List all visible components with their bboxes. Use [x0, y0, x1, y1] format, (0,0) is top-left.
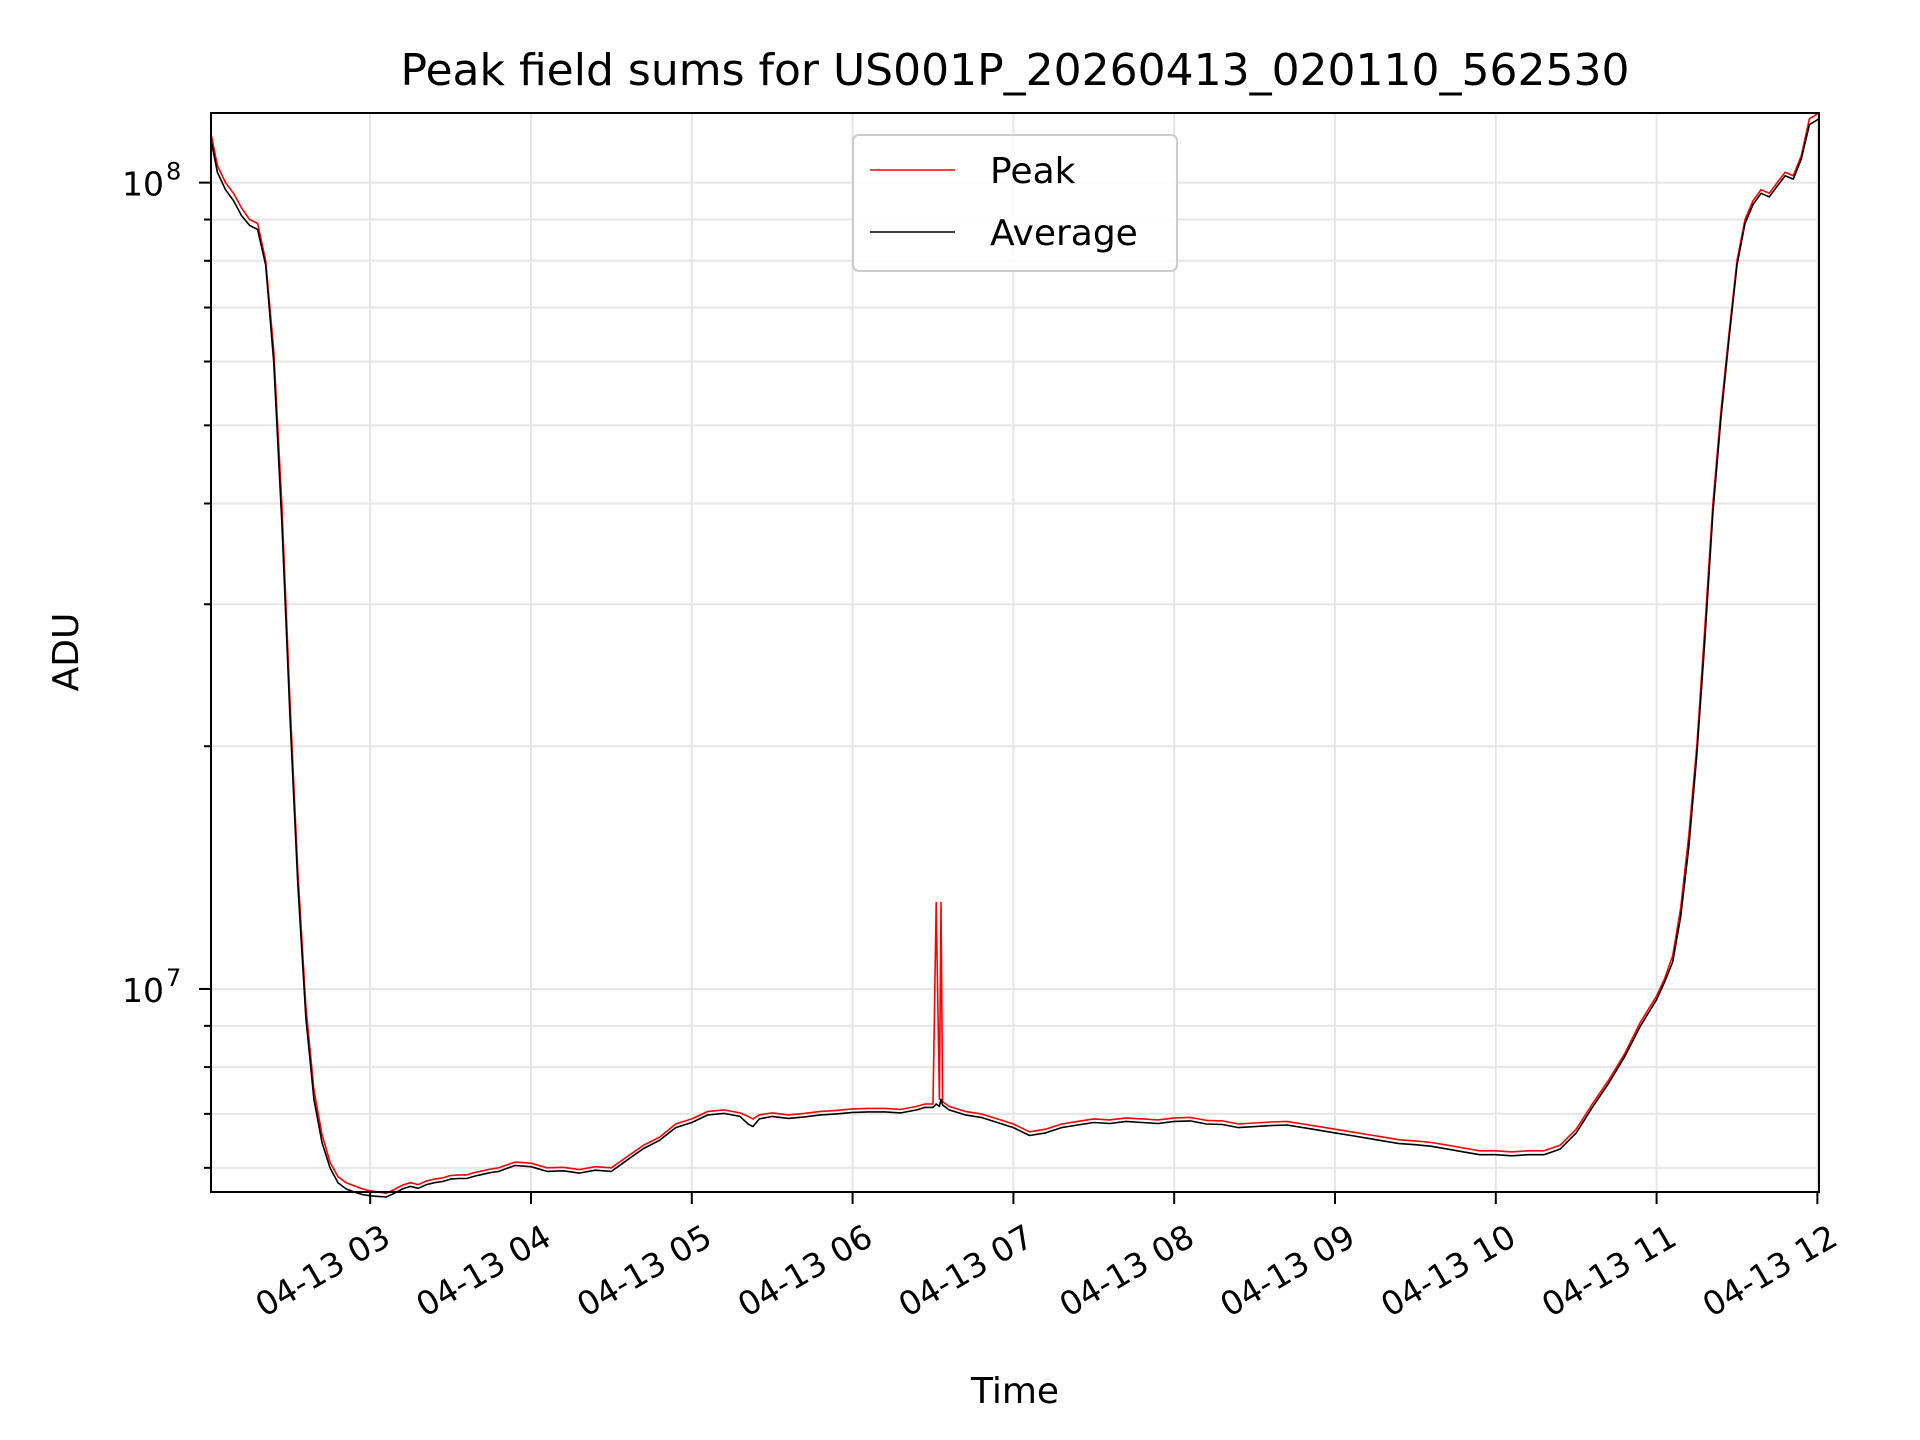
- y-tick-label: 10 8: [122, 158, 181, 204]
- y-tick-label-exponent: 8: [166, 158, 181, 186]
- y-tick-label: 10 7: [122, 964, 181, 1010]
- plot-frame: [210, 112, 1820, 1193]
- y-axis-label: ADU: [46, 613, 87, 692]
- x-axis-label: Time: [970, 1371, 1059, 1412]
- legend-label-peak: Peak: [990, 151, 1076, 192]
- chart-title: Peak field sums for US001P_20260413_0201…: [401, 45, 1630, 96]
- y-tick-label-base: 10: [122, 165, 164, 204]
- legend: Peak Average: [852, 134, 1178, 272]
- series-lines: [210, 112, 1820, 1198]
- legend-box: [852, 134, 1178, 272]
- series-line-average: [210, 118, 1820, 1198]
- series-line-peak: [210, 112, 1820, 1195]
- legend-label-average: Average: [990, 213, 1138, 254]
- y-tick-label-exponent: 7: [166, 964, 181, 992]
- y-tick-label-base: 10: [122, 971, 164, 1010]
